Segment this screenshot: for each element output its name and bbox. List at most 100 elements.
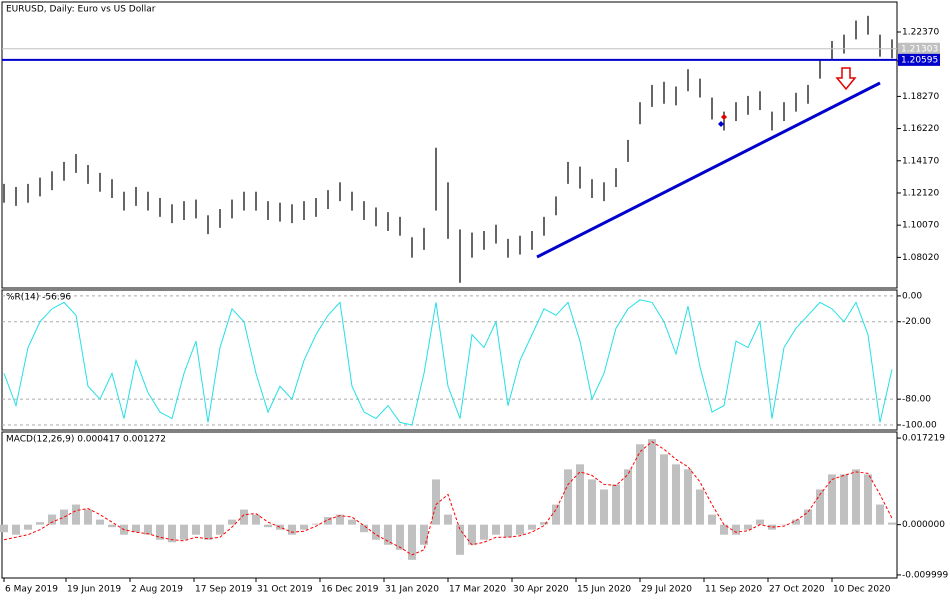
macd-bar <box>444 514 452 525</box>
y-tick-label: 1.16220 <box>902 124 939 134</box>
macd-bar <box>696 489 704 525</box>
macd-bar <box>192 524 200 535</box>
macd-bar <box>324 517 332 525</box>
macd-bar <box>180 524 188 540</box>
macd-bar <box>660 454 668 525</box>
x-tick-label: 29 Jul 2020 <box>641 585 692 595</box>
y-tick-label: -100.00 <box>902 420 937 430</box>
macd-bar <box>408 524 416 560</box>
x-tick-label: 6 May 2019 <box>5 585 58 595</box>
macd-bar <box>480 524 488 540</box>
x-tick-label: 2 Aug 2019 <box>131 585 183 595</box>
macd-bar <box>756 519 764 525</box>
x-tick-label: 10 Dec 2020 <box>833 585 891 595</box>
y-tick-label: 1.18270 <box>902 92 939 102</box>
macd-bar <box>852 469 860 525</box>
x-tick-label: 31 Jan 2020 <box>385 585 439 595</box>
macd-bar <box>492 524 500 535</box>
macd-bar <box>864 474 872 525</box>
macd-bar <box>156 524 164 540</box>
macd-bar <box>228 519 236 525</box>
macd-bar <box>504 524 512 538</box>
x-tick-label: 27 Oct 2020 <box>769 585 825 595</box>
x-tick-label: 19 Jun 2019 <box>67 585 121 595</box>
macd-bar <box>36 522 44 525</box>
x-tick-label: 17 Sep 2019 <box>195 585 252 595</box>
y-tick-label: 1.14170 <box>902 156 939 166</box>
macd-bar <box>732 524 740 535</box>
y-tick-label: -0.009999 <box>902 570 948 580</box>
sell-marker <box>721 114 727 120</box>
x-tick-label: 30 Apr 2020 <box>513 585 569 595</box>
macd-bar <box>216 524 224 535</box>
macd-bar <box>600 489 608 525</box>
y-tick-label: 0.017219 <box>902 434 945 444</box>
macd-bar <box>336 514 344 525</box>
hline-label: 1.20595 <box>901 55 938 65</box>
macd-bar <box>672 464 680 525</box>
macd-bar <box>468 524 476 545</box>
macd-bar <box>576 464 584 525</box>
price-panel <box>1 1 898 289</box>
macd-bar <box>384 524 392 545</box>
macd-bar <box>420 524 428 545</box>
y-tick-label: 1.10070 <box>902 221 939 231</box>
macd-bar <box>720 524 728 535</box>
macd-bar <box>60 509 68 525</box>
plot-layer: 1.223701.205201.182701.162201.141701.121… <box>0 15 948 595</box>
macd-bar <box>708 514 716 525</box>
macd-bar <box>0 524 8 533</box>
macd-bar <box>240 509 248 525</box>
last-price-box <box>898 42 940 55</box>
macd-bar <box>828 474 836 525</box>
last-price-label: 1.21303 <box>901 44 938 54</box>
macd-bar <box>396 524 404 550</box>
y-tick-label: -20.00 <box>902 317 931 327</box>
macd-bar <box>816 489 824 525</box>
macd-bar <box>516 524 524 535</box>
x-tick-label: 15 Jun 2020 <box>577 585 631 595</box>
macd-bar <box>252 514 260 525</box>
macd-bar <box>108 524 116 528</box>
signal-line <box>3 441 893 556</box>
down-arrow <box>835 67 857 91</box>
macd-bar <box>264 524 272 528</box>
macd-bar <box>540 522 548 525</box>
macd-bar <box>372 524 380 540</box>
price-title: EURUSD, Daily: Euro vs US Dollar <box>6 5 156 15</box>
macd-bar <box>432 479 440 525</box>
macd-bar <box>588 479 596 525</box>
x-tick-label: 17 Mar 2020 <box>449 585 506 595</box>
macd-bar <box>792 519 800 525</box>
macd-panel <box>1 431 898 579</box>
macd-bar <box>84 509 92 525</box>
macd-title: MACD(12,26,9) 0.000417 0.001272 <box>6 435 166 445</box>
macd-bar <box>612 484 620 525</box>
macd-bar <box>840 474 848 525</box>
macd-bar <box>564 469 572 525</box>
macd-bar <box>636 444 644 525</box>
macd-bar <box>96 519 104 525</box>
wpr-title: %R(14) -56.96 <box>6 293 71 303</box>
y-tick-label: 1.22370 <box>902 27 939 37</box>
macd-bar <box>684 469 692 525</box>
x-tick-label: 16 Dec 2019 <box>321 585 379 595</box>
y-tick-label: 0.000000 <box>902 520 945 530</box>
macd-bar <box>624 469 632 525</box>
macd-bar <box>168 524 176 543</box>
macd-bar <box>348 519 356 525</box>
macd-bar <box>288 524 296 535</box>
macd-bar <box>24 524 32 530</box>
x-tick-label: 31 Oct 2019 <box>257 585 313 595</box>
wpr-line <box>3 299 893 426</box>
y-tick-label: 1.08020 <box>902 253 939 263</box>
macd-bar <box>780 524 788 526</box>
buy-marker <box>718 121 724 127</box>
macd-bar <box>768 524 776 530</box>
macd-bar <box>456 524 464 555</box>
macd-bar <box>300 524 308 530</box>
macd-bar <box>804 509 812 525</box>
macd-bar <box>72 504 80 525</box>
macd-bar <box>204 524 212 540</box>
